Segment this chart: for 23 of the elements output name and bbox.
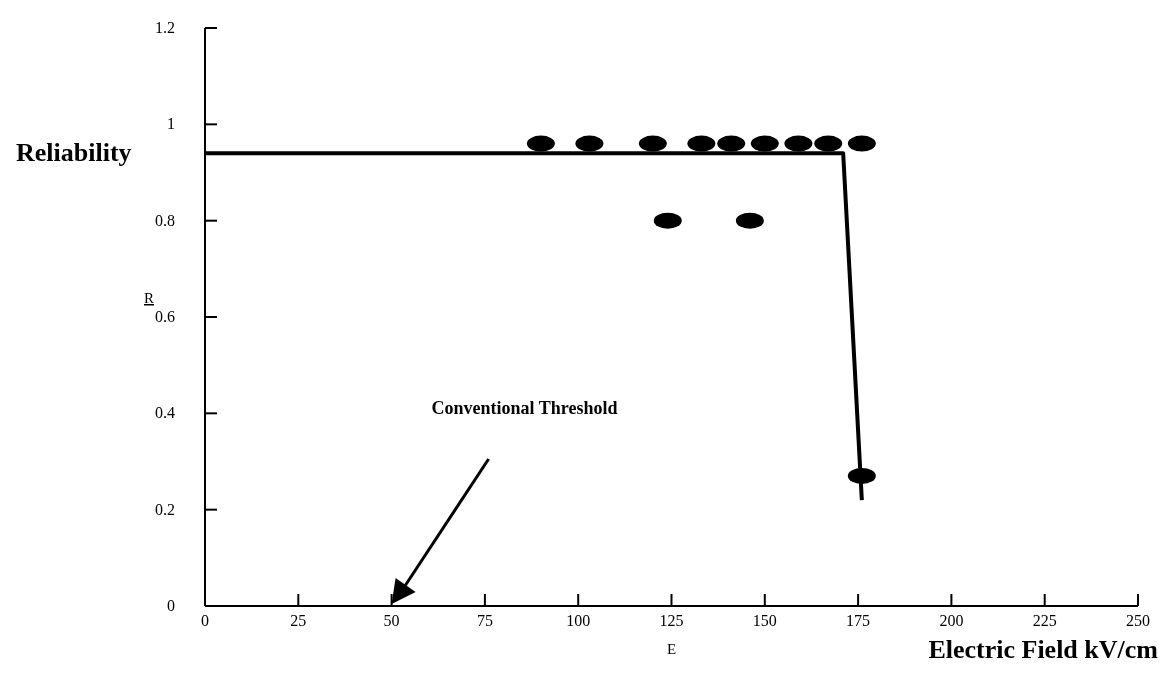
- x-axis-title: Electric Field kV/cm: [928, 635, 1159, 664]
- x-tick-label: 200: [939, 612, 964, 629]
- x-tick-label: 125: [659, 612, 684, 629]
- y-tick-label: 1.2: [155, 19, 175, 36]
- x-tick-label: 225: [1032, 612, 1057, 629]
- x-tick-label: 175: [846, 612, 871, 629]
- x-tick-label: 0: [201, 612, 209, 629]
- y-tick-label: 0.4: [155, 404, 175, 422]
- x-tick-label: 100: [566, 612, 591, 629]
- x-tick-label: 25: [290, 612, 307, 629]
- x-tick-label: 250: [1126, 612, 1150, 629]
- x-tick-label: 75: [476, 612, 493, 629]
- annotation: Conventional Threshold: [431, 398, 618, 418]
- y-tick-label: 0.8: [155, 211, 175, 229]
- x-tick-label: 150: [752, 612, 777, 629]
- y-tick-label: 1: [167, 115, 175, 133]
- y-tick-label: 0: [167, 597, 175, 614]
- text: E: [666, 641, 677, 657]
- x-tick-label: 50: [383, 612, 400, 629]
- y-axis-title: Reliability: [16, 138, 132, 168]
- y-tick-label: 0.6: [155, 308, 175, 325]
- y-tick-label: 0.2: [155, 500, 175, 518]
- text: R: [143, 290, 155, 306]
